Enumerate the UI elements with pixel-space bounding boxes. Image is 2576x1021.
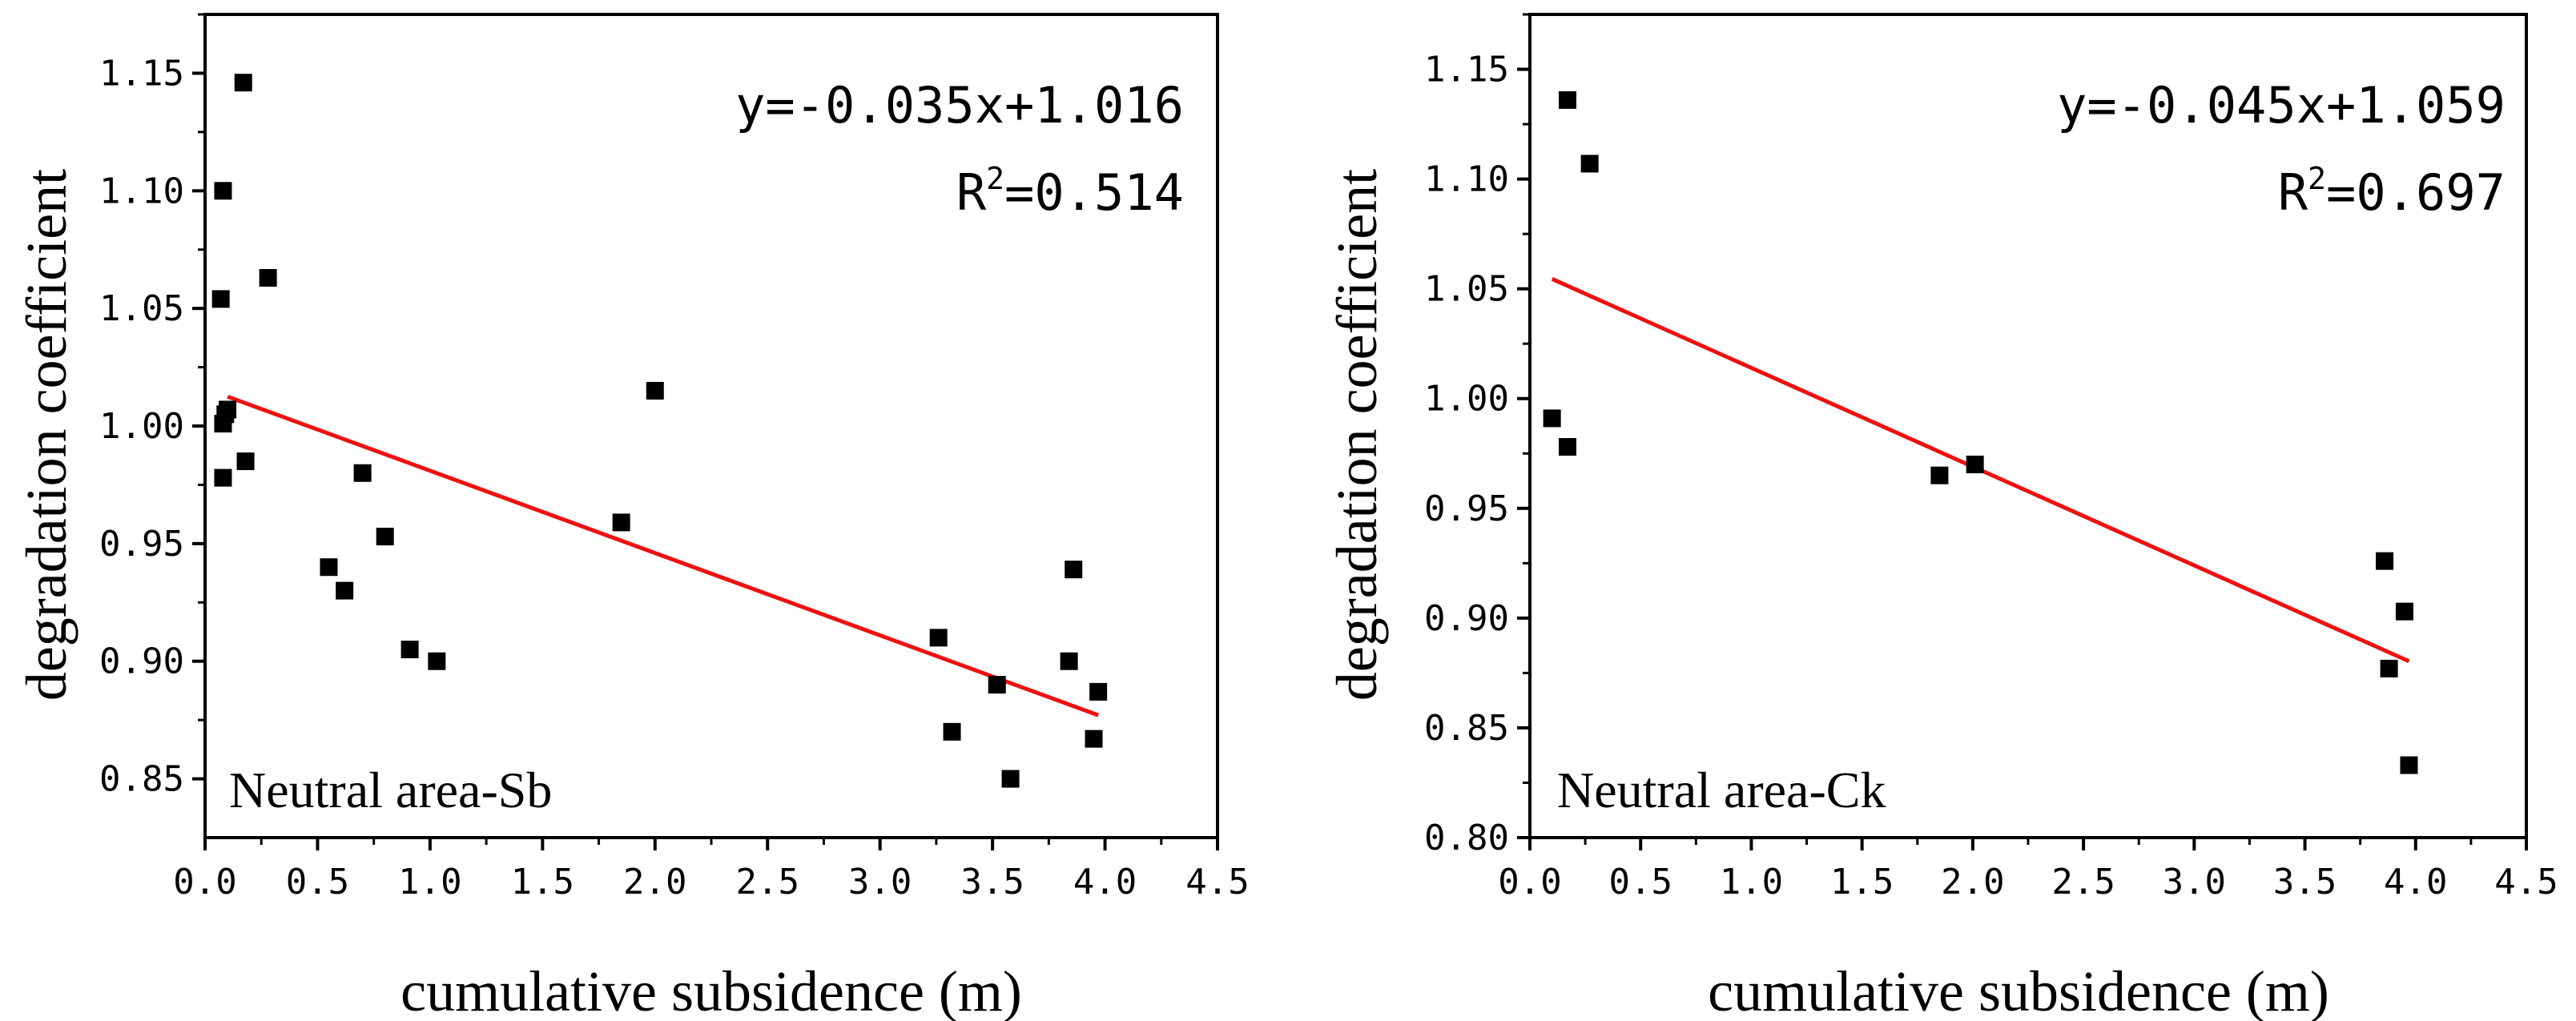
data-point (1558, 90, 1576, 109)
x-axis-label: cumulative subsidence (m) (400, 959, 1022, 1021)
x-tick-label: 0.0 (1498, 862, 1561, 902)
r-squared-prefix: R (2278, 163, 2308, 222)
data-point (2395, 602, 2413, 621)
chart-panel-sb: degradation coefficient cumulative subsi… (14, 13, 1250, 1021)
x-tick-label: 2.5 (735, 862, 799, 902)
regression-equation: y=-0.045x+1.059 (2057, 76, 2506, 135)
r-squared-label: R2=0.697 (2278, 161, 2506, 222)
data-point (214, 468, 232, 487)
x-tick-label: 1.0 (398, 862, 461, 902)
x-tick-label: 3.0 (2163, 862, 2226, 902)
data-point (219, 400, 237, 419)
chart-panel-ck: degradation coefficient cumulative subsi… (1325, 13, 2558, 1021)
data-point (929, 629, 948, 647)
x-tick-label: 1.5 (511, 862, 574, 902)
x-tick-label: 0.5 (286, 862, 349, 902)
x-tick-label: 0.5 (1608, 862, 1672, 902)
data-point (1966, 455, 1984, 473)
x-tick-label: 4.5 (1185, 862, 1249, 902)
y-tick-label: 1.15 (1424, 50, 1509, 90)
regression-line (227, 394, 1099, 718)
x-tick-label: 3.0 (848, 862, 912, 902)
data-point (320, 558, 338, 577)
r-squared-label: R2=0.514 (956, 161, 1184, 222)
x-tick-label: 2.0 (623, 862, 686, 902)
data-point (1558, 438, 1576, 456)
y-tick-label: 0.95 (99, 524, 184, 565)
data-point (1089, 682, 1108, 701)
r-squared-prefix: R (956, 163, 987, 222)
data-point (211, 290, 230, 308)
data-point (259, 268, 277, 287)
data-point (1065, 561, 1083, 579)
y-axis-label: degradation coefficient (1325, 169, 1389, 701)
x-tick-label: 0.0 (173, 862, 236, 902)
regression-equation: y=-0.035x+1.016 (735, 76, 1184, 135)
x-axis-label: cumulative subsidence (m) (1708, 959, 2329, 1021)
data-point (234, 74, 252, 92)
y-tick-label: 1.15 (99, 53, 184, 94)
data-point (1580, 155, 1599, 173)
y-axis-label: degradation coefficient (14, 169, 78, 701)
data-point (1930, 466, 1949, 484)
y-tick-label: 1.10 (99, 171, 184, 211)
y-tick-label: 1.00 (1424, 379, 1509, 420)
x-tick-label: 2.0 (1941, 862, 2004, 902)
data-point (400, 641, 419, 659)
x-tick-label: 4.0 (1073, 862, 1137, 902)
r-squared-value: =0.697 (2326, 163, 2506, 222)
y-tick-label: 1.10 (1424, 159, 1509, 200)
data-point (1060, 652, 1078, 670)
data-point (646, 381, 664, 400)
data-point (1085, 730, 1103, 748)
x-tick-label: 4.5 (2494, 862, 2558, 902)
y-tick-label: 0.95 (1424, 488, 1509, 529)
data-point (988, 676, 1006, 694)
data-point (1543, 409, 1561, 428)
y-tick-label: 0.80 (1424, 818, 1509, 858)
x-tick-label: 3.5 (2273, 862, 2337, 902)
y-tick-label: 1.05 (1424, 269, 1509, 310)
data-point (1001, 770, 1020, 788)
y-tick-label: 1.00 (99, 406, 184, 447)
data-point (428, 652, 446, 670)
y-tick-label: 0.90 (99, 641, 184, 682)
data-point (376, 528, 394, 546)
x-tick-label: 4.0 (2384, 862, 2447, 902)
x-tick-label: 1.0 (1720, 862, 1783, 902)
panel-label: Neutral area-Sb (229, 762, 552, 818)
data-point (214, 182, 232, 200)
r-squared-value: =0.514 (1004, 163, 1184, 222)
data-point (2380, 659, 2398, 677)
panel-label: Neutral area-Ck (1557, 762, 1886, 818)
y-tick-label: 0.85 (1424, 708, 1509, 749)
x-tick-label: 2.5 (2051, 862, 2115, 902)
x-tick-label: 3.5 (960, 862, 1024, 902)
r-squared-superscript: 2 (986, 161, 1004, 196)
data-point (2376, 552, 2394, 570)
data-point (236, 452, 255, 471)
y-tick-label: 0.85 (99, 759, 184, 800)
data-point (943, 722, 961, 741)
x-tick-label: 1.5 (1830, 862, 1894, 902)
data-point (336, 581, 354, 600)
data-point (2400, 756, 2418, 774)
y-tick-label: 1.05 (99, 288, 184, 329)
y-tick-label: 0.90 (1424, 598, 1509, 639)
data-point (612, 513, 630, 532)
r-squared-superscript: 2 (2308, 161, 2326, 196)
data-point (353, 464, 372, 482)
